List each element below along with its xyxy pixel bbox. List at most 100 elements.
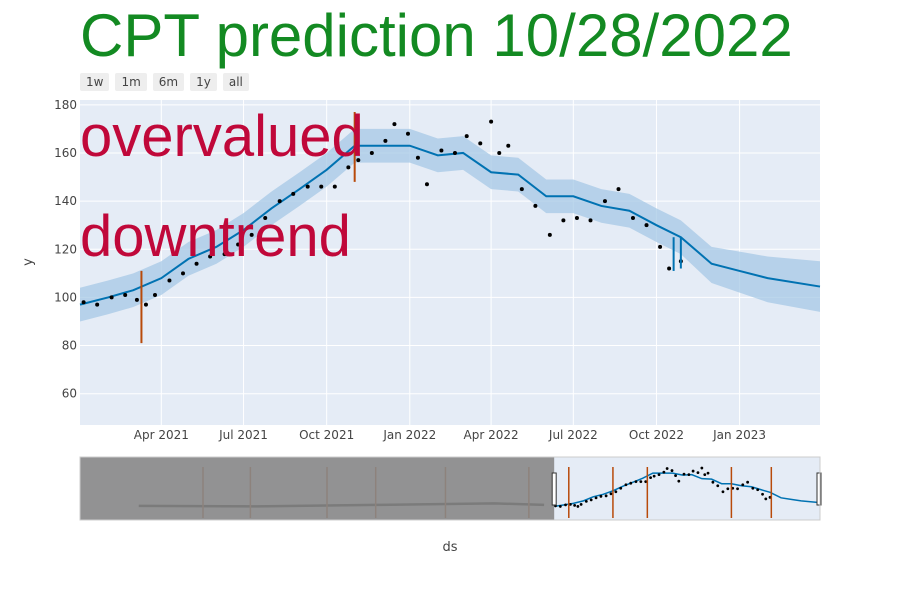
observed-point <box>439 148 444 153</box>
range-slider-point <box>703 473 707 477</box>
range-slider-point <box>761 492 764 496</box>
range-slider-point <box>670 469 674 472</box>
range-slider-point <box>624 483 628 487</box>
uncertainty-band-area <box>80 128 820 322</box>
x-tick-label: Jan 2023 <box>712 428 766 442</box>
range-slider-point <box>649 476 652 480</box>
observed-point <box>319 184 324 189</box>
range-button-6m[interactable]: 6m <box>152 73 185 91</box>
x-tick-label: Oct 2022 <box>629 428 684 442</box>
range-button-1m[interactable]: 1m <box>115 73 147 91</box>
observed-point <box>658 244 663 249</box>
observed-point <box>452 150 457 155</box>
range-slider-point <box>741 483 745 487</box>
observed-point <box>667 266 672 271</box>
annotation-overvalued: overvalued <box>80 104 364 169</box>
observed-point <box>194 261 199 266</box>
y-tick-label: 180 <box>54 98 77 112</box>
observed-point <box>81 300 86 305</box>
range-slider-point <box>677 479 681 483</box>
range-slider-point <box>665 467 669 470</box>
observed-point <box>405 131 410 136</box>
observed-point <box>152 293 157 297</box>
y-tick-label: 120 <box>54 242 77 256</box>
observed-point <box>346 165 351 170</box>
range-slider-point <box>558 505 562 508</box>
observed-point <box>305 184 310 189</box>
range-button-1w[interactable]: 1w <box>80 73 110 91</box>
observed-point <box>277 199 282 204</box>
observed-point <box>181 271 186 276</box>
range-slider-border <box>79 456 821 521</box>
range-selector: 1w 1m 6m 1y all <box>80 73 249 91</box>
observed-point <box>208 254 213 259</box>
range-slider-point <box>756 488 760 492</box>
axis-ticks: 60 80 100 120 140 160 180 Apr 2021 Jul 2021 Oct 2… <box>54 98 766 442</box>
observed-point <box>519 187 524 192</box>
range-slider-point <box>629 481 633 485</box>
range-slider-point <box>764 497 768 501</box>
range-slider-point <box>639 480 643 484</box>
range-slider-point <box>721 490 725 494</box>
range-slider-point <box>584 499 588 503</box>
range-slider-point <box>674 474 677 478</box>
range-slider-point <box>579 503 583 506</box>
range-slider-point <box>569 503 572 506</box>
range-slider-point <box>726 487 730 491</box>
range-slider-point <box>604 494 608 498</box>
observed-point <box>489 119 494 124</box>
range-slider-point <box>576 505 580 508</box>
range-slider-point <box>711 480 715 484</box>
range-slider-point <box>700 466 704 470</box>
observed-point <box>236 242 241 247</box>
range-slider-right-handle <box>816 472 822 506</box>
observed-point <box>533 203 538 208</box>
observed-point <box>332 184 337 189</box>
x-tick-label: Apr 2021 <box>134 428 189 442</box>
range-slider-point <box>614 490 618 494</box>
x-axis-title: ds <box>442 540 457 555</box>
y-tick-label: 60 <box>62 387 77 401</box>
observed-point <box>134 297 139 302</box>
y-axis-title: y <box>21 258 36 266</box>
observed-point <box>249 232 254 237</box>
observed-point <box>263 215 268 220</box>
x-tick-label: Jul 2022 <box>548 428 598 442</box>
range-slider-point <box>589 498 593 502</box>
range-button-all[interactable]: all <box>222 73 249 91</box>
range-slider-point <box>696 471 700 474</box>
range-slider-point <box>691 469 695 473</box>
range-slider-point <box>573 504 577 507</box>
observed-point <box>588 218 593 223</box>
range-slider-point <box>706 471 710 475</box>
range-slider-point <box>619 486 623 490</box>
range-slider-mask <box>80 457 555 520</box>
forecast-line <box>79 144 821 306</box>
observed-point <box>123 293 128 297</box>
y-tick-label: 140 <box>54 194 77 208</box>
x-tick-label: Jan 2022 <box>382 428 436 442</box>
range-slider[interactable] <box>79 456 822 521</box>
range-slider-point <box>736 487 739 491</box>
observed-point <box>464 134 469 139</box>
range-slider-forecast-trace <box>554 472 821 508</box>
observed-point <box>478 141 483 146</box>
observed-point <box>415 155 420 160</box>
range-slider-left-handle <box>551 472 557 506</box>
observed-point <box>291 191 296 196</box>
observed-point <box>506 143 511 148</box>
observed-point <box>561 218 566 223</box>
observed-point <box>602 199 607 204</box>
y-tick-label: 80 <box>62 339 77 353</box>
observed-point <box>392 122 397 127</box>
range-slider-point <box>682 472 686 476</box>
range-slider-point <box>716 484 720 488</box>
range-slider-point <box>599 494 603 498</box>
x-tick-label: Oct 2021 <box>299 428 354 442</box>
range-slider-point <box>687 473 691 477</box>
range-button-1y[interactable]: 1y <box>190 73 217 91</box>
range-slider-point <box>657 473 661 477</box>
y-tick-label: 100 <box>54 290 77 304</box>
observed-point <box>95 302 100 307</box>
